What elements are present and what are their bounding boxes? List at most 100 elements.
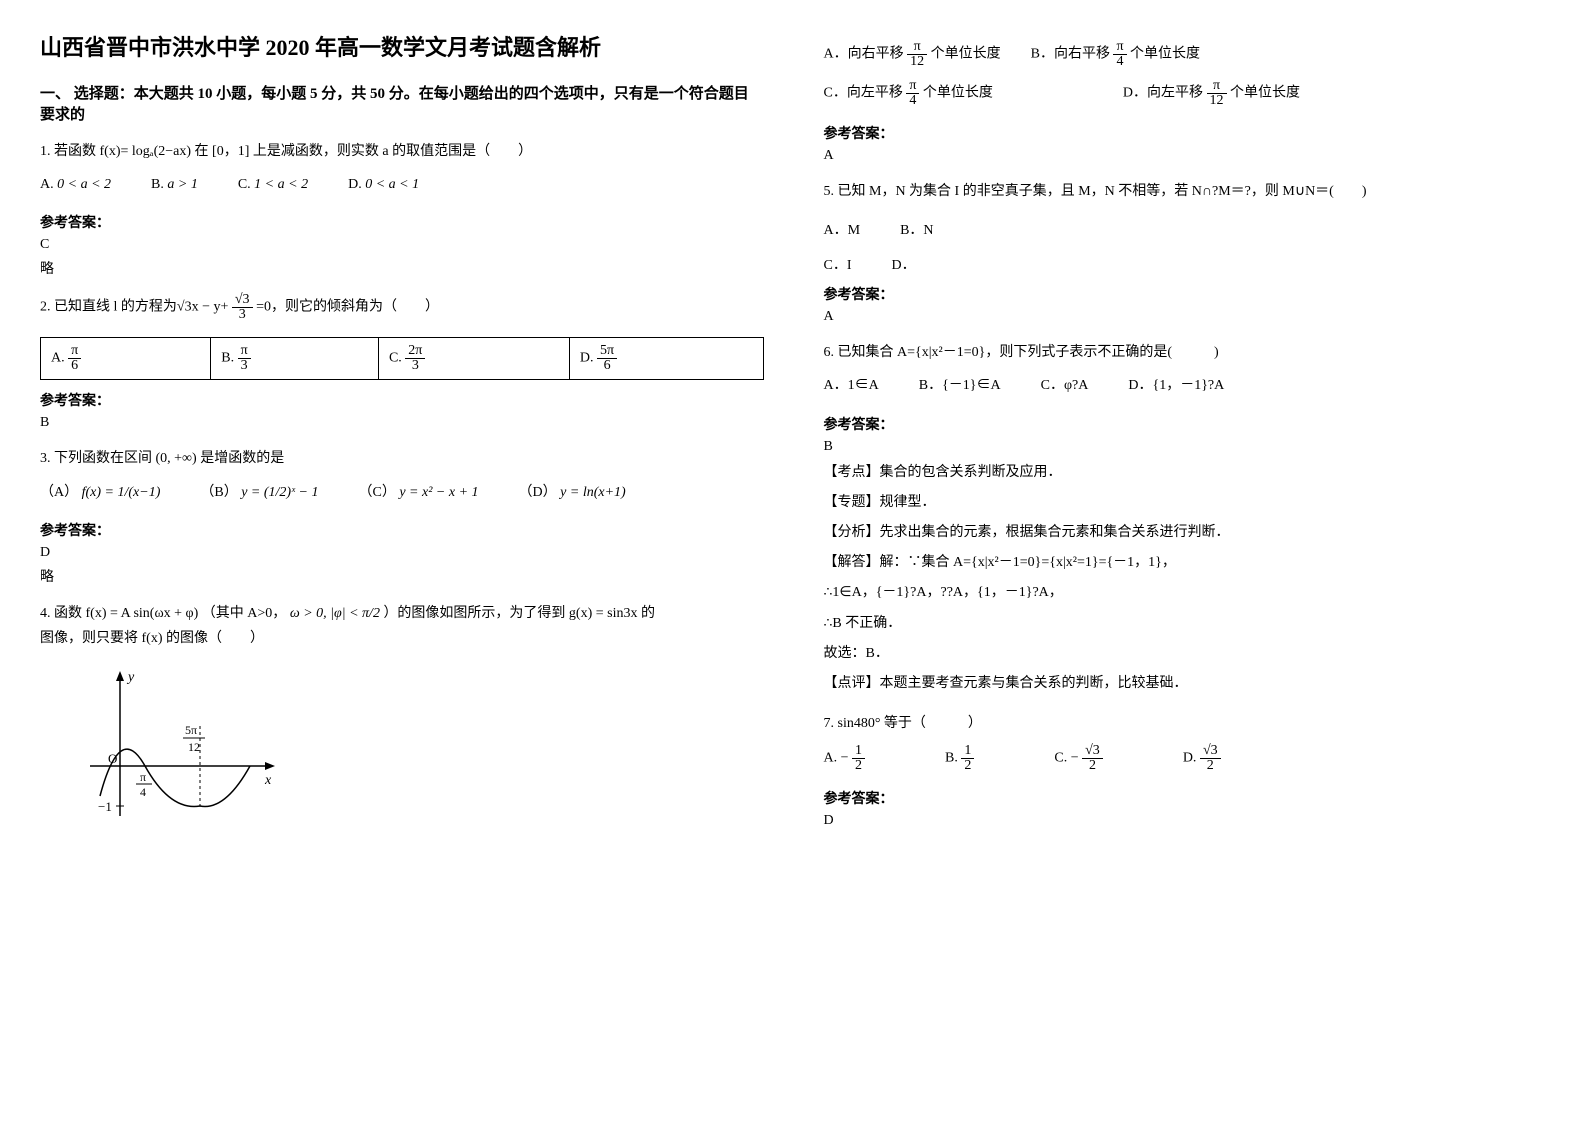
q6-exp6: ∴B 不正确． [824,611,1548,636]
q7-options: A. − 12 B. 12 C. − √32 D. √32 [824,744,1548,773]
q5-answer-label: 参考答案： [824,284,1548,304]
q3-note: 略 [40,566,764,586]
q4-optD-suffix: 个单位长度 [1230,86,1300,101]
q1-optD: D. 0 < a < 1 [348,172,419,197]
q4-options: A．向右平移 π12 个单位长度 B．向右平移 π4 个单位长度 C．向左平移 … [824,40,1548,108]
q3-optB-val: y = (1/2)ˣ − 1 [241,485,318,500]
q2-optB-label: B. [221,351,234,366]
q4-optC-suffix: 个单位长度 [923,86,993,101]
q4-optB-den: 4 [1113,55,1126,69]
q6-optA: A．1∈A [824,373,879,398]
q2-text-suffix: =0，则它的倾斜角为（ ） [256,300,439,315]
q7-optD-label: D. [1183,751,1197,766]
q3-optC-val: y = x² − x + 1 [399,485,478,500]
q2-answer-label: 参考答案： [40,390,764,410]
q3-optC: （C） y = x² − x + 1 [359,480,479,505]
q6-exp8: 【点评】本题主要考查元素与集合关系的判断，比较基础． [824,671,1548,696]
q1-answer-label: 参考答案： [40,212,764,232]
graph-y-label: y [126,670,135,685]
q1-answer: C [40,237,764,253]
q4-optD-num: π [1207,79,1227,94]
q2-optC-frac: 2π3 [405,344,425,373]
q4-optA: A．向右平移 π12 个单位长度 [824,40,1001,69]
question-1: 1. 若函数 f(x)= logₐ(2−ax) 在 [0，1] 上是减函数，则实… [40,139,764,197]
q7-optC-label: C. [1054,751,1067,766]
q4-answer-label: 参考答案： [824,123,1548,143]
q7-optA-neg: − [841,751,849,766]
q3-optB: （B） y = (1/2)ˣ − 1 [200,480,318,505]
q6-exp2: 【专题】规律型． [824,490,1548,515]
q2-optC-label: C. [389,351,402,366]
graph-O-label: O [108,751,117,766]
q4-optA-den: 12 [907,55,927,69]
graph-tick1-num: 5π [185,723,197,737]
q6-exp5: ∴1∈A，{－1}?A，??A，{1，－1}?A， [824,580,1548,605]
q2-optD-label: D. [580,351,594,366]
q5-optA: A．M [824,219,861,239]
q4-optC-num: π [906,79,919,94]
q6-answer: B [824,439,1548,455]
q6-optB: B．{－1}∈A [919,373,1001,398]
q4-text-p2: ω > 0, |φ| < π/2 [290,606,380,621]
q3-options: （A） f(x) = 1/(x−1) （B） y = (1/2)ˣ − 1 （C… [40,480,764,505]
q5-answer: A [824,309,1548,325]
q1-optC: C. 1 < a < 2 [238,172,308,197]
q3-answer: D [40,545,764,561]
q5-optC: C．I [824,254,852,274]
q3-optD-val: y = ln(x+1) [560,485,626,500]
sine-graph: y x O −1 5π 12 π 4 [70,666,764,841]
q1-optD-val: 0 < a < 1 [365,177,419,192]
q7-optA: A. − 12 [824,744,866,773]
q5-text: 5. 已知 M，N 为集合 I 的非空真子集，且 M，N 不相等，若 N∩?M＝… [824,179,1548,204]
graph-x-label: x [264,773,272,788]
q6-answer-label: 参考答案： [824,414,1548,434]
q6-optC: C．φ?A [1041,373,1089,398]
q4-optB: B．向右平移 π4 个单位长度 [1031,40,1200,69]
q2-frac-num: √3 [232,293,253,308]
q1-optB-val: a > 1 [167,177,197,192]
q4-optD-prefix: D．向左平移 [1123,86,1203,101]
q4-optB-frac: π4 [1113,40,1126,69]
sine-graph-svg: y x O −1 5π 12 π 4 [70,666,290,836]
q7-optA-label: A. [824,751,838,766]
q2-frac-den: 3 [232,308,253,322]
q1-text: 1. 若函数 f(x)= logₐ(2−ax) 在 [0，1] 上是减函数，则实… [40,139,764,164]
q2-optB-den: 3 [238,359,251,373]
q1-optA-val: 0 < a < 2 [57,177,111,192]
q6-options: A．1∈A B．{－1}∈A C．φ?A D．{1，－1}?A [824,373,1548,398]
q4-optC-den: 4 [906,94,919,108]
q7-optB-label: B. [945,751,958,766]
q7-answer: D [824,813,1548,829]
question-5: 5. 已知 M，N 为集合 I 的非空真子集，且 M，N 不相等，若 N∩?M＝… [824,179,1548,204]
q2-text-prefix: 2. 已知直线 l 的方程为√3x − y+ [40,300,232,315]
page-title: 山西省晋中市洪水中学 2020 年高一数学文月考试题含解析 [40,30,764,62]
q1-optB: B. a > 1 [151,172,198,197]
q7-optB-num: 1 [961,744,974,759]
q4-optA-prefix: A．向右平移 [824,47,904,62]
q5-options-row1: A．M B．N [824,219,1548,239]
q2-answer: B [40,415,764,431]
q7-optC-frac: √32 [1082,744,1103,773]
q4-optA-frac: π12 [907,40,927,69]
q4-optD-frac: π12 [1207,79,1227,108]
q6-text: 6. 已知集合 A={x|x²－1=0}，则下列式子表示不正确的是( ) [824,340,1548,365]
q1-optC-val: 1 < a < 2 [254,177,308,192]
q7-optD-num: √3 [1200,744,1221,759]
q7-optB-den: 2 [961,759,974,773]
q7-optA-frac: 12 [852,744,865,773]
q3-optC-label: （C） [359,485,396,500]
q4-optA-num: π [907,40,927,55]
q2-optD-frac: 5π6 [597,344,617,373]
q7-optA-den: 2 [852,759,865,773]
q2-optA: A. π6 [41,338,211,380]
q3-answer-label: 参考答案： [40,520,764,540]
q6-exp1: 【考点】集合的包含关系判断及应用． [824,460,1548,485]
q5-optD: D． [892,254,916,274]
q2-optA-frac: π6 [68,344,81,373]
q2-optD: D. 5π6 [569,338,763,380]
q1-optA: A. 0 < a < 2 [40,172,111,197]
q2-optC-den: 3 [405,359,425,373]
q6-exp3: 【分析】先求出集合的元素，根据集合元素和集合关系进行判断． [824,520,1548,545]
q3-optA-label: （A） [40,485,78,500]
q4-optB-suffix: 个单位长度 [1130,47,1200,62]
